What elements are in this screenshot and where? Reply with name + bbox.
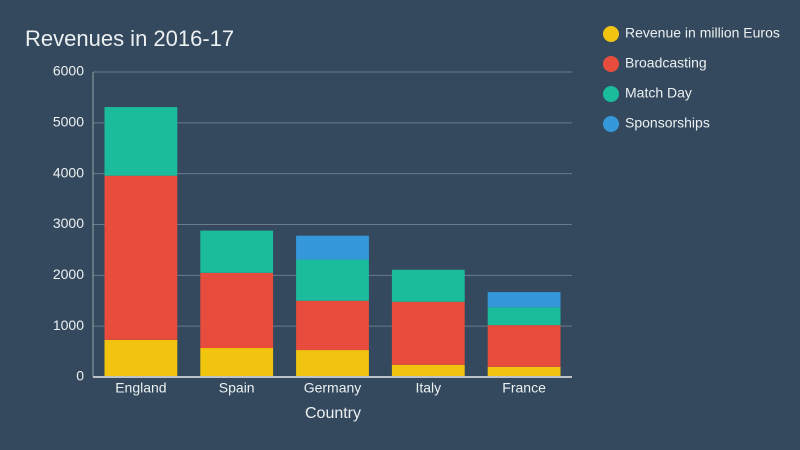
x-tick-label: France — [502, 380, 546, 396]
x-tick-label: Italy — [415, 380, 441, 396]
legend-swatch — [603, 116, 619, 132]
bar-segment — [104, 107, 178, 176]
legend-swatch — [603, 26, 619, 42]
x-tick-label: Germany — [304, 380, 362, 396]
legend-label: Sponsorships — [625, 115, 710, 131]
x-tick-label: England — [115, 380, 166, 396]
bar-segment — [200, 230, 274, 273]
y-tick-label: 3000 — [53, 215, 84, 231]
legend-label: Revenue in million Euros — [625, 25, 780, 41]
bar-segment — [296, 300, 369, 351]
y-tick-label: 2000 — [53, 266, 84, 282]
x-tick-label: Spain — [219, 380, 255, 396]
bar-segment — [296, 259, 369, 301]
bar-segment — [200, 272, 274, 349]
bar-segment — [391, 301, 465, 365]
bar-segment — [104, 175, 178, 340]
bar-segment — [296, 350, 369, 377]
chart-title: Revenues in 2016-17 — [25, 26, 234, 51]
bar-segment — [296, 235, 369, 260]
legend-label: Match Day — [625, 85, 692, 101]
y-tick-label: 4000 — [53, 164, 84, 180]
bar-segment — [200, 348, 274, 377]
legend-swatch — [603, 86, 619, 102]
bar-segment — [487, 366, 561, 377]
bar-segment — [487, 292, 561, 308]
y-tick-label: 0 — [76, 368, 84, 384]
bar-segment — [487, 307, 561, 326]
bar-segment — [391, 269, 465, 302]
bar-segment — [487, 325, 561, 367]
y-tick-label: 6000 — [53, 63, 84, 79]
bar-segment — [391, 364, 465, 377]
bar-segment — [104, 339, 178, 377]
legend-label: Broadcasting — [625, 55, 707, 71]
legend-swatch — [603, 56, 619, 72]
x-axis-label: Country — [305, 405, 361, 422]
y-tick-label: 1000 — [53, 317, 84, 333]
y-tick-label: 5000 — [53, 114, 84, 130]
